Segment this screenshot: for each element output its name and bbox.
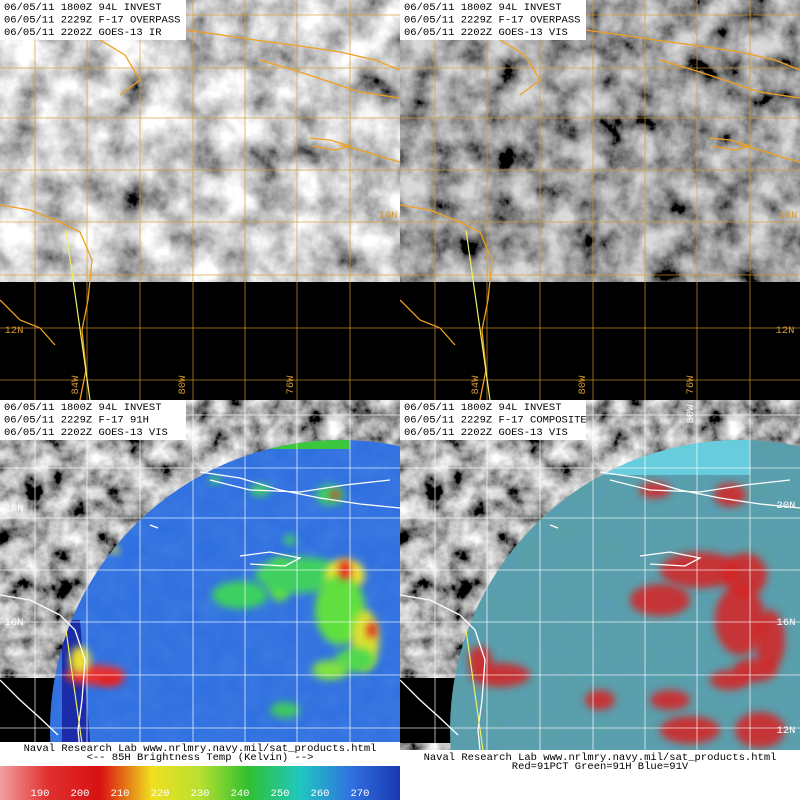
coastline [339, 144, 400, 163]
colorbar-tick-label: 230 [191, 788, 210, 800]
convection-blob [330, 491, 340, 499]
coastline [549, 524, 559, 529]
convection-blob [650, 690, 690, 710]
vis-dimming [400, 0, 800, 282]
header-line: 06/05/11 1800Z 94L INVEST [4, 2, 162, 14]
header-line: 06/05/11 2229Z F-17 COMPOSITE [404, 414, 587, 426]
coastline [149, 524, 159, 529]
header-line: 06/05/11 1800Z 94L INVEST [4, 402, 162, 414]
header-box [0, 400, 186, 440]
convection-blob [755, 610, 785, 670]
colorbar-tick-label: 240 [231, 788, 250, 800]
colorbar-tick-label: 210 [111, 788, 130, 800]
convection-blob [367, 622, 377, 638]
header-line: 06/05/11 1800Z 94L INVEST [404, 402, 562, 414]
convection-blob [270, 702, 300, 718]
grid-label: 16N [379, 210, 398, 222]
convection-blob [715, 585, 765, 655]
convection-blob [312, 660, 348, 680]
coastline [239, 551, 302, 567]
grid-label: 80W [685, 404, 697, 424]
convection-blob [710, 670, 750, 690]
colorbar-tick-label: 200 [71, 788, 90, 800]
footer-right: Naval Research Lab www.nrlmry.navy.mil/s… [400, 750, 800, 800]
coastline [739, 144, 800, 163]
header-line: 06/05/11 2202Z GOES-13 VIS [4, 427, 168, 439]
coastline [599, 471, 800, 509]
image-panel: 84W 80W 76W 12N 16N 06/05/11 1800Z 94L INVEST… [0, 0, 400, 400]
grid-label: 76W [685, 375, 697, 395]
image-panel: 84W 80W 76W 12N 16N 06/05/11 1800Z 94L INVEST… [400, 0, 800, 400]
grid-label: 76W [285, 375, 297, 395]
header-box [400, 0, 586, 40]
header-line: 06/05/11 2202Z GOES-13 VIS [404, 27, 568, 39]
coastline [609, 479, 791, 493]
grid-label: 16N [5, 617, 24, 629]
header-line: 06/05/11 2202Z GOES-13 IR [4, 27, 162, 39]
footer-left: Naval Research Lab www.nrlmry.navy.mil/s… [0, 742, 400, 800]
grid-label: 84W [70, 375, 82, 395]
convection-blob [723, 553, 767, 597]
footer-line: Naval Research Lab www.nrlmry.navy.mil/s… [424, 752, 777, 764]
footer-line: Red=91PCT Green=91H Blue=91V [512, 761, 689, 773]
header-line: 06/05/11 2229Z F-17 OVERPASS [404, 14, 580, 26]
colorbar-tick-label: 220 [151, 788, 170, 800]
swath-track [65, 229, 91, 400]
cloud-imagery [0, 0, 400, 282]
coastline [99, 39, 141, 96]
coastline [0, 679, 59, 736]
header-line: 06/05/11 2202Z GOES-13 VIS [404, 427, 568, 439]
swath-track [465, 229, 491, 400]
header-line: 06/05/11 1800Z 94L INVEST [404, 2, 562, 14]
grid-label: 12N [5, 325, 24, 337]
convection-blob [714, 483, 746, 507]
grid-label: 84W [470, 375, 482, 395]
convection-blob [630, 584, 690, 616]
convection-blob [735, 712, 785, 748]
coastline [309, 137, 353, 151]
convection-blob [284, 535, 296, 545]
coastline [0, 204, 93, 400]
grid-label: 80W [177, 375, 189, 395]
grid-label: 20N [777, 500, 796, 512]
coastline [400, 299, 456, 346]
convection-blob [98, 674, 122, 686]
colorbar-tick-label: 190 [31, 788, 50, 800]
grid-label: 80W [577, 375, 589, 395]
coastline [709, 137, 753, 151]
convection-blob [660, 716, 720, 744]
convection-blob [585, 690, 615, 710]
header-box [0, 0, 186, 40]
coastline [259, 59, 400, 99]
coastline [639, 551, 702, 567]
coastline [499, 39, 541, 96]
footer-line: Naval Research Lab www.nrlmry.navy.mil/s… [24, 743, 377, 755]
grid-label: 16N [777, 617, 796, 629]
colorbar-tick-label: 260 [311, 788, 330, 800]
footer-line: <-- 85H Brightness Temp (Kelvin) --> [87, 752, 314, 764]
grid-label: 12N [777, 725, 796, 737]
grid-label: 16N [779, 210, 798, 222]
header-line: 06/05/11 2229Z F-17 91H [4, 414, 149, 426]
coastline [0, 299, 56, 346]
colorbar-tick-label: 270 [351, 788, 370, 800]
grid-label: 20N [5, 503, 24, 515]
coastline [209, 479, 391, 493]
coastline [199, 471, 400, 509]
footer-bg [400, 750, 800, 800]
header-line: 06/05/11 2229Z F-17 OVERPASS [4, 14, 180, 26]
grid-label: 12N [776, 325, 795, 337]
coastline [659, 59, 800, 99]
coastline [400, 679, 459, 736]
colorbar-tick-label: 250 [271, 788, 290, 800]
coastline [400, 204, 493, 400]
convection-blob [212, 581, 268, 609]
header-box [400, 400, 586, 440]
colorbar [0, 766, 400, 800]
convection-blob [468, 646, 492, 674]
